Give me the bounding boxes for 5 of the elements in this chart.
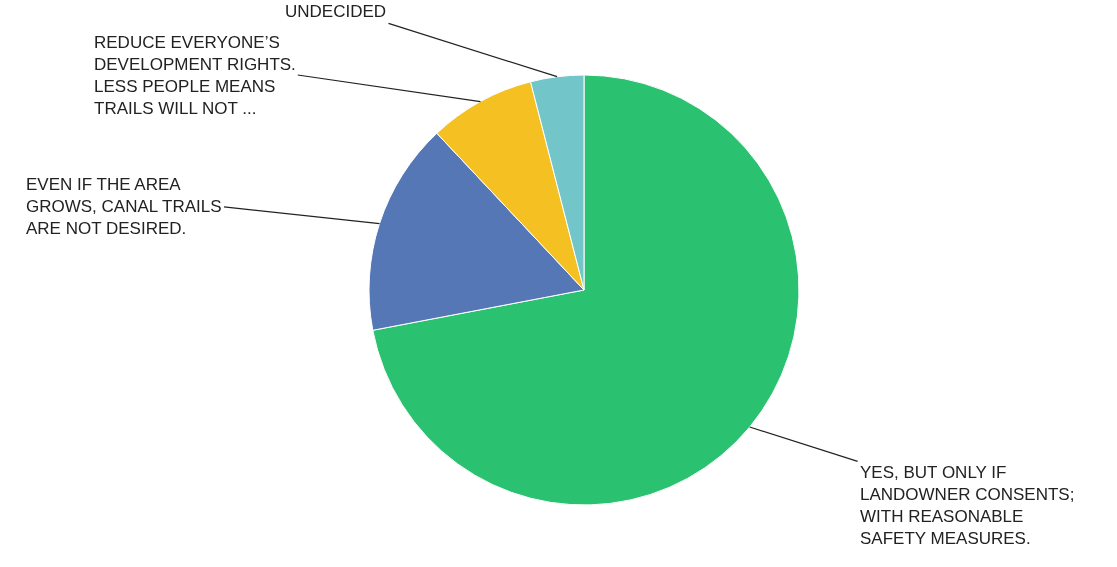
pie-slice — [372, 74, 800, 506]
slice-label: EVEN IF THE AREA GROWS, CANAL TRAILS ARE NOT DESIRED. — [26, 175, 222, 239]
slice-label: YES, BUT ONLY IF LANDOWNER CONSENTS; WITH REASONABLE SAFETY MEASURES. — [860, 463, 1075, 549]
slice-label: UNDECIDED — [285, 2, 387, 21]
slice-label: REDUCE EVERYONE’S DEVELOPMENT RIGHTS. LESS PEOPLE MEANS TRAILS WILL NOT ... — [94, 33, 296, 119]
